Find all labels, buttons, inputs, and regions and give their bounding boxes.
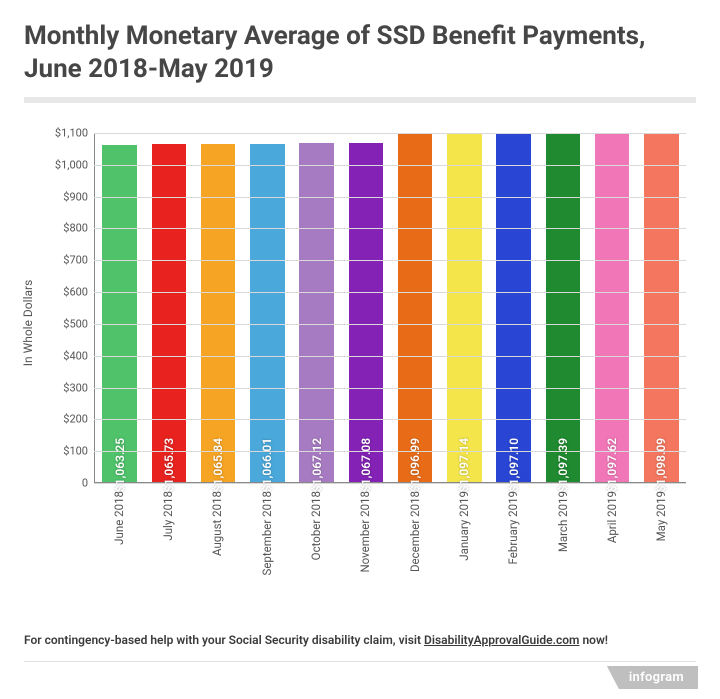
y-tick-label: $600 — [63, 286, 88, 299]
bar[interactable]: $1,097.10 — [496, 134, 530, 482]
x-tick-label: February 2019 — [506, 491, 520, 564]
x-tick-label: October 2018 — [309, 491, 323, 560]
grid-line — [94, 292, 686, 293]
bar[interactable]: $1,097.62 — [595, 134, 629, 482]
bar-slot: $1,097.39 — [538, 133, 587, 482]
chart: In Whole Dollars $1,063.25$1,065.73$1,06… — [42, 133, 686, 513]
grid-line — [94, 419, 686, 420]
bar-slot: $1,067.08 — [341, 133, 390, 482]
grid-line — [94, 451, 686, 452]
x-tick-label: June 2018 — [112, 491, 126, 545]
bar[interactable]: $1,097.39 — [546, 134, 580, 482]
y-tick-label: 0 — [82, 477, 88, 490]
x-tick-label: December 2018 — [408, 491, 422, 572]
grid-line — [94, 356, 686, 357]
footer-suffix: now! — [579, 633, 608, 647]
bar[interactable]: $1,063.25 — [102, 145, 136, 482]
y-tick-label: $100 — [63, 445, 88, 458]
bar[interactable]: $1,065.84 — [201, 144, 235, 482]
bar[interactable]: $1,096.99 — [398, 134, 432, 482]
bar-slot: $1,065.84 — [194, 133, 243, 482]
bar-slot: $1,063.25 — [95, 133, 144, 482]
grid-line — [94, 197, 686, 198]
brand-badge[interactable]: infogram — [607, 666, 698, 689]
bar[interactable]: $1,066.01 — [250, 144, 284, 482]
page-title: Monthly Monetary Average of SSD Benefit … — [24, 20, 696, 85]
x-tick-label: September 2018 — [260, 491, 274, 576]
plot-area: $1,063.25 $1,065.73 $1,065.84 $1,066.01 $1,0… — [94, 133, 686, 483]
divider-thick — [24, 97, 696, 103]
y-tick-label: $400 — [63, 349, 88, 362]
y-tick-label: $800 — [63, 222, 88, 235]
grid-line — [94, 228, 686, 229]
grid-line — [94, 260, 686, 261]
bar[interactable]: $1,097.14 — [447, 134, 481, 482]
bar[interactable]: $1,067.12 — [299, 143, 333, 482]
bar[interactable]: $1,065.73 — [152, 144, 186, 482]
bar-slot: $1,065.73 — [144, 133, 193, 482]
x-tick-label: July 2018 — [161, 491, 175, 541]
x-tick-label: April 2019 — [605, 491, 619, 543]
bar-slot: $1,067.12 — [292, 133, 341, 482]
x-tick-label: May 2019 — [654, 491, 668, 541]
divider-thin — [24, 661, 696, 662]
y-tick-label: $1,100 — [55, 127, 88, 140]
grid-line — [94, 388, 686, 389]
footer-prefix: For contingency-based help with your Soc… — [24, 633, 424, 647]
footer-note: For contingency-based help with your Soc… — [24, 633, 696, 647]
x-tick-label: August 2018 — [210, 491, 224, 556]
bar-slot: $1,066.01 — [243, 133, 292, 482]
bar-slot: $1,097.14 — [440, 133, 489, 482]
y-tick-label: $300 — [63, 381, 88, 394]
brand-label: infogram — [607, 666, 698, 689]
bar-slot: $1,096.99 — [391, 133, 440, 482]
bars-container: $1,063.25 $1,065.73 $1,065.84 $1,066.01 $1,0… — [94, 133, 686, 483]
bar-slot: $1,098.09 — [637, 133, 686, 482]
x-tick-label: November 2018 — [358, 491, 372, 573]
x-tick-label: March 2019 — [556, 491, 570, 552]
footer-link[interactable]: DisabilityApprovalGuide.com — [424, 633, 579, 647]
grid-line — [94, 483, 686, 484]
grid-line — [94, 165, 686, 166]
bar-slot: $1,097.10 — [489, 133, 538, 482]
bar[interactable]: $1,098.09 — [644, 134, 678, 482]
bar[interactable]: $1,067.08 — [349, 143, 383, 482]
y-tick-label: $700 — [63, 254, 88, 267]
y-axis-label: In Whole Dollars — [21, 280, 35, 367]
y-tick-label: $500 — [63, 317, 88, 330]
y-tick-label: $200 — [63, 413, 88, 426]
y-tick-label: $1,000 — [55, 158, 88, 171]
grid-line — [94, 133, 686, 134]
bar-slot: $1,097.62 — [588, 133, 637, 482]
x-tick-label: January 2019 — [457, 491, 471, 561]
y-tick-label: $900 — [63, 190, 88, 203]
grid-line — [94, 324, 686, 325]
